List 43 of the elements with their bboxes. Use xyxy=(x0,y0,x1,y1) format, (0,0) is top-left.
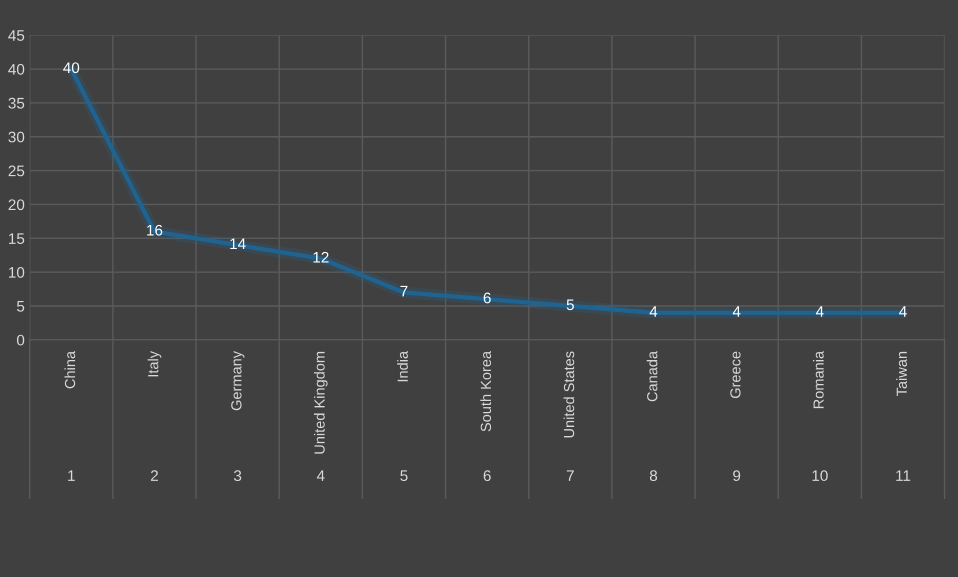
text: 2 xyxy=(150,470,158,481)
y-tick-label: 15 xyxy=(9,233,24,244)
y-tick-label: 25 xyxy=(8,165,24,176)
text: 9 xyxy=(733,470,740,482)
data-label: 5 xyxy=(566,299,574,310)
y-tick-label: 35 xyxy=(8,98,24,109)
data-label: 4 xyxy=(816,306,824,317)
y-tick-label: 5 xyxy=(16,301,24,312)
x-tick-label: Canada xyxy=(646,350,658,402)
text: 8 xyxy=(650,470,658,482)
y-tick-label: 10 xyxy=(9,267,24,278)
y-tick-label: 30 xyxy=(8,132,24,142)
y-tick-label: 0 xyxy=(16,334,24,346)
x-tick-label: United States xyxy=(564,351,574,438)
y-tick-label: 45 xyxy=(8,30,24,41)
x-tick-label: Romania xyxy=(813,350,824,408)
text: 1 xyxy=(68,470,75,481)
x-tick-label: Greece xyxy=(730,352,741,398)
data-label: 12 xyxy=(313,252,329,263)
data-label: 16 xyxy=(147,224,162,236)
x-tick-label: China xyxy=(64,350,76,388)
data-label: 6 xyxy=(484,292,491,304)
data-label: 40 xyxy=(63,62,80,74)
y-tick-label: 40 xyxy=(8,64,24,75)
text: 5 xyxy=(400,470,408,482)
x-tick-label: India xyxy=(397,350,408,382)
text: 3 xyxy=(234,470,242,482)
data-label: 14 xyxy=(230,238,246,250)
data-label: 4 xyxy=(732,306,740,317)
y-tick-label: 20 xyxy=(8,199,24,210)
text: 4 xyxy=(316,470,325,481)
data-label: 4 xyxy=(899,306,907,317)
text: 7 xyxy=(566,470,574,481)
x-tick-label: United Kingdom xyxy=(314,352,328,454)
text: 11 xyxy=(896,470,910,481)
data-label: 7 xyxy=(400,286,408,296)
text: 10 xyxy=(812,470,828,482)
x-tick-label: Taiwan xyxy=(896,352,907,396)
x-tick-label: Italy xyxy=(148,350,162,376)
x-tick-label: Germany xyxy=(231,350,244,410)
x-tick-label: South Korea xyxy=(480,350,492,432)
text: 6 xyxy=(484,470,491,482)
data-label: 4 xyxy=(650,306,658,317)
